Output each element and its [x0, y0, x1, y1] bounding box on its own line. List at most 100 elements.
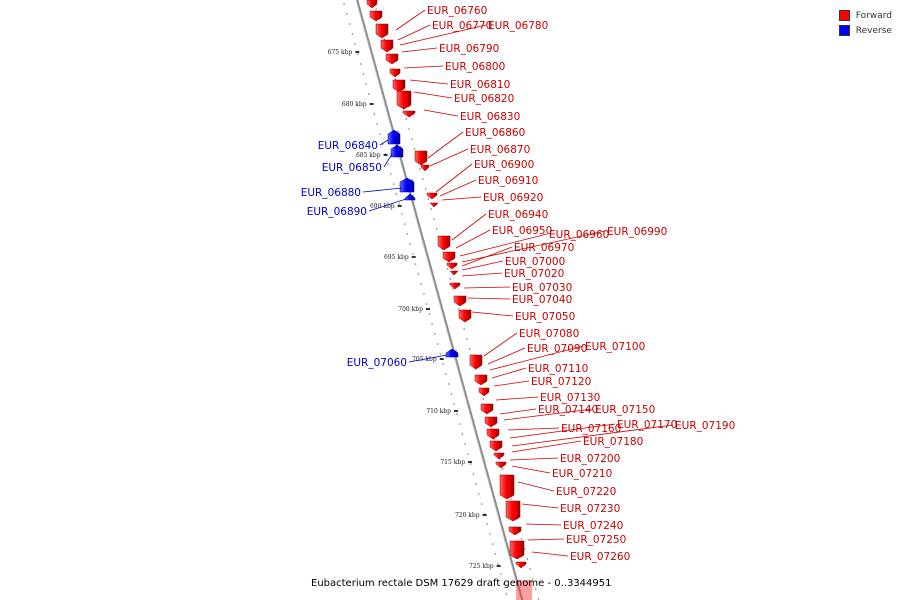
- gene-label[interactable]: EUR_06900: [474, 159, 534, 171]
- reverse-gene-feature[interactable]: [405, 194, 415, 200]
- forward-gene-feature[interactable]: [421, 165, 429, 171]
- gene-label[interactable]: EUR_07210: [552, 468, 612, 480]
- forward-gene-feature[interactable]: [370, 11, 382, 21]
- gene-label[interactable]: EUR_06760: [427, 5, 487, 17]
- gene-label[interactable]: EUR_06940: [488, 209, 548, 221]
- gene-label[interactable]: EUR_07120: [531, 376, 591, 388]
- gene-label[interactable]: EUR_07160: [561, 423, 621, 435]
- gene-label[interactable]: EUR_07100: [585, 341, 645, 353]
- forward-gene-feature[interactable]: [500, 475, 514, 499]
- forward-gene-feature[interactable]: [415, 151, 427, 165]
- reverse-gene-feature[interactable]: [446, 349, 458, 357]
- gene-label[interactable]: EUR_07110: [528, 363, 588, 375]
- forward-gene-feature[interactable]: [393, 80, 405, 92]
- forward-gene-feature[interactable]: [487, 429, 499, 439]
- gene-label[interactable]: EUR_06960: [549, 229, 609, 241]
- gene-label[interactable]: EUR_07140: [538, 404, 598, 416]
- gene-label[interactable]: EUR_07220: [556, 486, 616, 498]
- gene-label[interactable]: EUR_06790: [439, 43, 499, 55]
- forward-gene-feature[interactable]: [450, 283, 460, 289]
- gene-label[interactable]: EUR_06880: [301, 187, 361, 199]
- forward-gene-feature[interactable]: [510, 541, 524, 559]
- track-dot: [497, 563, 499, 565]
- leader-line: [464, 287, 510, 288]
- forward-gene-feature[interactable]: [403, 111, 415, 117]
- gene-label[interactable]: EUR_06990: [607, 226, 667, 238]
- forward-gene-feature[interactable]: [459, 310, 471, 322]
- reverse-gene-feature[interactable]: [388, 130, 400, 144]
- forward-gene-feature[interactable]: [430, 203, 438, 207]
- gene-label[interactable]: EUR_06850: [322, 162, 382, 174]
- gene-label[interactable]: EUR_06780: [488, 20, 548, 32]
- forward-gene-feature[interactable]: [386, 54, 398, 64]
- reverse-gene-feature[interactable]: [400, 178, 414, 192]
- genome-map: 675 kbp680 kbp685 kbp690 kbp695 kbp700 k…: [0, 0, 900, 600]
- gene-label[interactable]: EUR_07060: [347, 357, 407, 369]
- gene-label[interactable]: EUR_06820: [454, 93, 514, 105]
- gene-label[interactable]: EUR_07230: [560, 503, 620, 515]
- forward-gene-feature[interactable]: [475, 375, 487, 385]
- forward-gene-feature[interactable]: [447, 263, 457, 269]
- forward-gene-feature[interactable]: [454, 296, 466, 306]
- forward-gene-feature[interactable]: [485, 417, 497, 427]
- forward-gene-feature[interactable]: [490, 441, 502, 451]
- leader-line: [430, 149, 468, 166]
- forward-gene-feature[interactable]: [506, 501, 520, 521]
- gene-label[interactable]: EUR_07260: [570, 551, 630, 563]
- track-dot: [368, 93, 370, 95]
- forward-gene-feature[interactable]: [479, 388, 489, 396]
- gene-label[interactable]: EUR_06890: [307, 206, 367, 218]
- gene-label[interactable]: EUR_07020: [504, 268, 564, 280]
- forward-gene-feature[interactable]: [367, 0, 377, 8]
- forward-gene-feature[interactable]: [390, 69, 400, 77]
- gene-label[interactable]: EUR_07050: [515, 311, 575, 323]
- track-dot: [379, 133, 381, 135]
- gene-label[interactable]: EUR_07040: [512, 294, 572, 306]
- forward-gene-feature[interactable]: [470, 355, 482, 369]
- gene-label[interactable]: EUR_06950: [492, 225, 552, 237]
- forward-gene-feature-shape: [494, 453, 504, 459]
- gene-label[interactable]: EUR_06920: [483, 192, 543, 204]
- leader-line: [494, 381, 529, 386]
- forward-gene-feature[interactable]: [376, 24, 388, 38]
- gene-label[interactable]: EUR_07150: [595, 404, 655, 416]
- gene-label[interactable]: EUR_06970: [514, 242, 574, 254]
- forward-gene-feature[interactable]: [438, 236, 450, 250]
- forward-gene-feature[interactable]: [509, 527, 521, 535]
- forward-gene-feature[interactable]: [397, 91, 411, 109]
- forward-gene-feature[interactable]: [427, 193, 437, 199]
- reverse-gene-feature[interactable]: [391, 145, 403, 157]
- gene-label[interactable]: EUR_07190: [675, 420, 735, 432]
- gene-label[interactable]: EUR_06810: [450, 79, 510, 91]
- gene-label[interactable]: EUR_07080: [519, 328, 579, 340]
- leader-line: [488, 348, 525, 364]
- gene-label[interactable]: EUR_07000: [505, 256, 565, 268]
- forward-gene-feature[interactable]: [516, 562, 526, 568]
- forward-gene-feature[interactable]: [450, 271, 458, 275]
- gene-label[interactable]: EUR_07200: [560, 453, 620, 465]
- gene-label[interactable]: EUR_07240: [563, 520, 623, 532]
- gene-label[interactable]: EUR_07090: [527, 343, 587, 355]
- gene-label[interactable]: EUR_06830: [460, 111, 520, 123]
- track-dot: [467, 453, 469, 455]
- gene-label[interactable]: EUR_07130: [540, 392, 600, 404]
- gene-label[interactable]: EUR_06770: [432, 20, 492, 32]
- track-dot: [469, 348, 471, 350]
- leader-line: [526, 524, 561, 525]
- forward-gene-feature[interactable]: [443, 252, 455, 262]
- gene-label[interactable]: EUR_06840: [318, 140, 378, 152]
- forward-gene-feature[interactable]: [494, 453, 504, 459]
- gene-label[interactable]: EUR_07170: [617, 419, 677, 431]
- forward-gene-feature[interactable]: [496, 462, 506, 468]
- forward-gene-feature[interactable]: [381, 40, 393, 52]
- gene-label[interactable]: EUR_06910: [478, 175, 538, 187]
- track-dot: [430, 208, 432, 210]
- forward-gene-feature[interactable]: [481, 404, 493, 414]
- gene-label[interactable]: EUR_06860: [465, 127, 525, 139]
- gene-label[interactable]: EUR_06800: [445, 61, 505, 73]
- gene-label[interactable]: EUR_07180: [583, 436, 643, 448]
- strand-legend: Forward Reverse: [839, 8, 892, 38]
- gene-label[interactable]: EUR_07030: [512, 282, 572, 294]
- gene-label[interactable]: EUR_07250: [566, 534, 626, 546]
- gene-label[interactable]: EUR_06870: [470, 144, 530, 156]
